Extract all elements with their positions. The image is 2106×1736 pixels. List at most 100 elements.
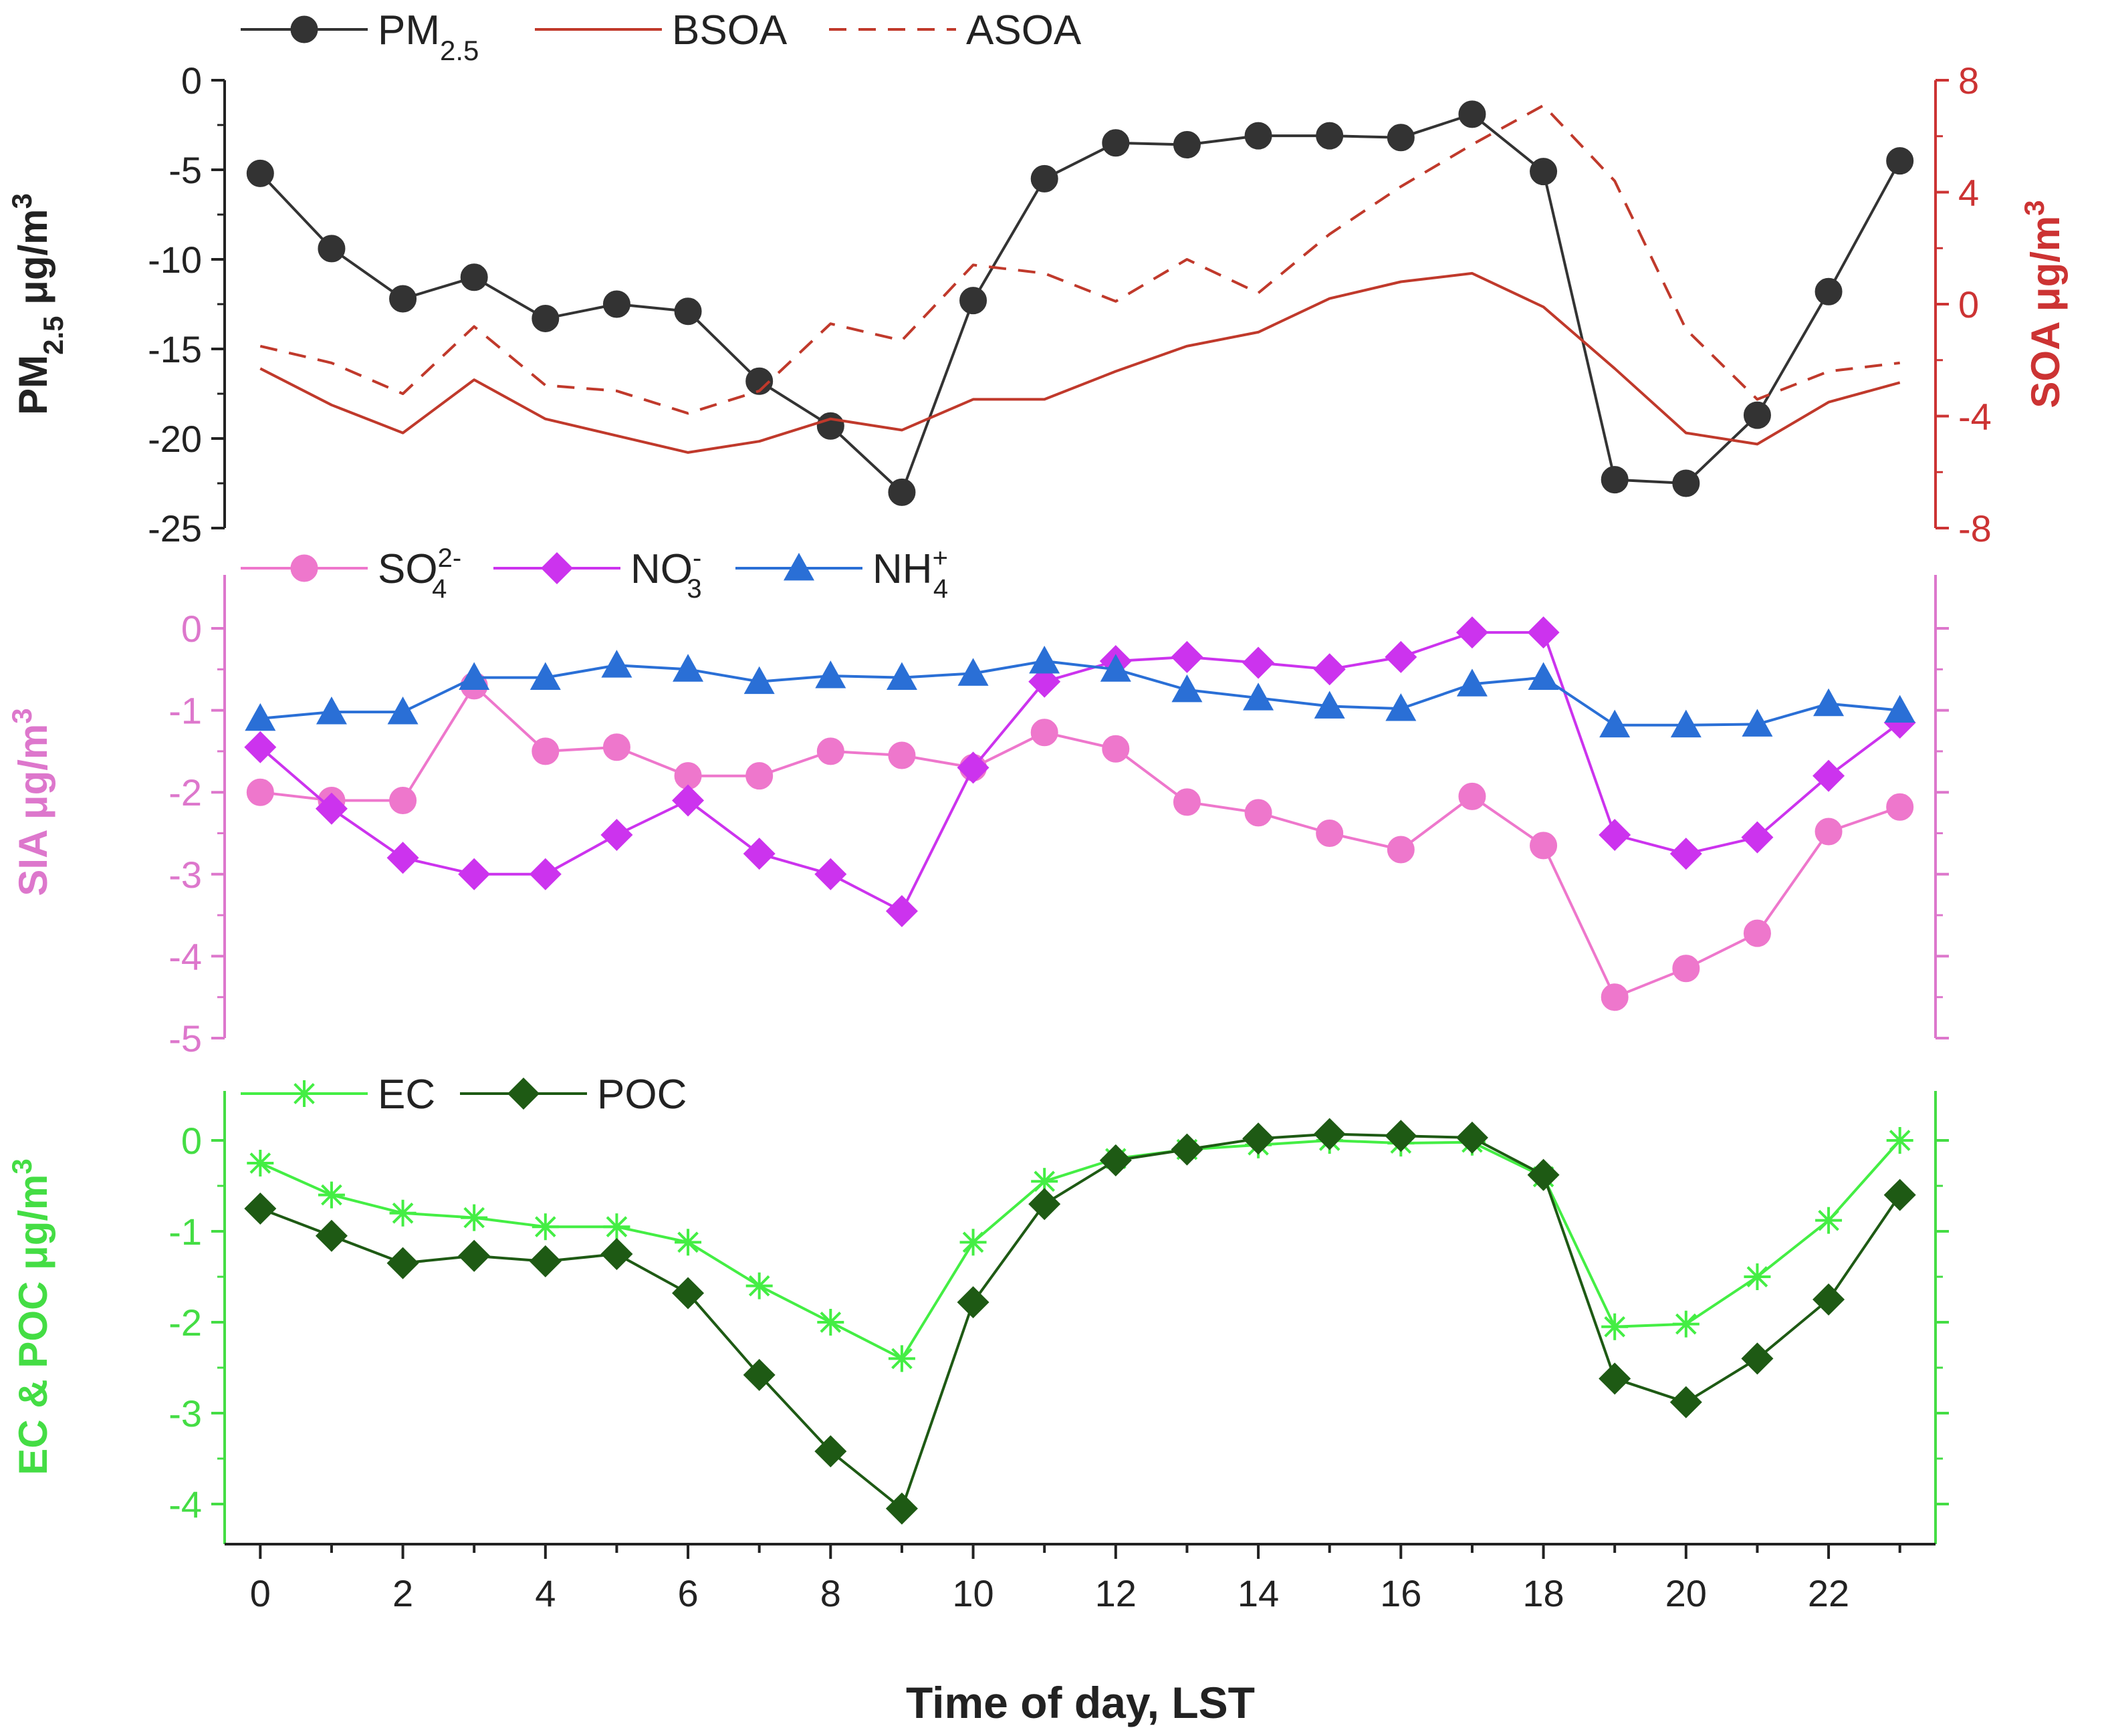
middle-nh4-point — [245, 703, 276, 731]
middle-nh4-point — [957, 658, 989, 686]
x-tick-label: 22 — [1808, 1572, 1849, 1614]
bottom-poc-point — [885, 1492, 918, 1525]
top-pm25-point — [1458, 100, 1486, 128]
middle-no3-point — [1812, 759, 1845, 792]
bottom-poc-point — [1599, 1362, 1631, 1395]
x-tick-label: 18 — [1522, 1572, 1564, 1614]
top-legend-asoa-label: ASOA — [966, 7, 1082, 53]
middle-nh4-point — [1314, 691, 1345, 719]
bottom-ec-point — [603, 1213, 630, 1241]
top-legend-bsoa-label-part: BSOA — [672, 7, 788, 53]
middle-legend-so4-label-sup: 2- — [438, 543, 462, 573]
top-pm25-point — [959, 287, 987, 315]
middle-so4-point — [1672, 955, 1700, 983]
top-pm25-point — [532, 304, 560, 332]
middle-no3-point — [743, 838, 776, 870]
top-right-axis-title: SOA μg/m3 — [2018, 200, 2069, 408]
bottom-left-axis-tick-label: -1 — [168, 1211, 202, 1253]
middle-so4-point — [1886, 793, 1914, 821]
bottom-poc-point — [1883, 1179, 1916, 1211]
bottom-left-axis-tick-label: -3 — [168, 1392, 202, 1435]
middle-no3-point — [458, 858, 491, 890]
middle-so4-point — [1530, 832, 1558, 860]
bottom-left-axis-title: EC & POC μg/m3 — [6, 1158, 56, 1475]
middle-nh4-point — [1670, 709, 1702, 738]
bottom-ec-point-stroke — [606, 1216, 628, 1238]
bottom-ec-point-stroke — [1034, 1170, 1056, 1193]
middle-nh4-point — [886, 662, 917, 690]
top-right-axis-tick-label: -8 — [1958, 507, 1992, 549]
top-bsoa-line — [259, 271, 1901, 454]
middle-left-axis-tick-label: -1 — [168, 690, 202, 732]
bottom-poc-point — [1171, 1133, 1203, 1166]
middle-so4-point — [1387, 836, 1415, 864]
bottom-left-axis-tick-label: -4 — [168, 1483, 202, 1525]
bottom-poc-point — [1028, 1188, 1061, 1221]
bottom-poc-point — [1741, 1342, 1774, 1375]
middle-nh4-point — [1528, 662, 1559, 690]
middle-so4-point — [1030, 719, 1058, 747]
top-pm25-point — [1387, 124, 1415, 152]
top-pm25-point — [1601, 466, 1629, 494]
middle-no3-point — [600, 818, 633, 851]
top-legend-bsoa-label: BSOA — [672, 7, 788, 53]
middle-left-axis-tick-label: -5 — [168, 1017, 202, 1060]
axes-layer — [211, 79, 1949, 1559]
middle-so4-point — [1173, 788, 1201, 816]
middle-nh4-point — [1385, 693, 1417, 721]
top-pm25-point — [1815, 277, 1843, 305]
middle-so4-point — [1743, 919, 1771, 947]
middle-so4-point — [816, 737, 844, 765]
bottom-poc-point — [1313, 1118, 1346, 1150]
bottom-legend-ec-label-part: EC — [378, 1072, 435, 1118]
middle-no3-point — [957, 751, 989, 784]
middle-nh4-point — [1456, 668, 1488, 697]
top-pm25-point — [1173, 130, 1201, 158]
top-left-axis-title: PM2.5 μg/m3 — [6, 193, 69, 415]
bottom-ec-point-stroke — [321, 1184, 342, 1206]
bottom-ec-point-stroke — [820, 1312, 842, 1333]
middle-legend-nh4-label-part: NH — [872, 546, 933, 592]
middle-nh4-point — [530, 662, 561, 690]
middle-no3-point — [1242, 646, 1275, 679]
top-pm25-point — [1886, 147, 1914, 175]
middle-legend-no3-label-sup: - — [693, 543, 701, 573]
bottom-ec-point — [1815, 1207, 1843, 1234]
middle-nh4-point — [1813, 688, 1845, 717]
top-pm25-point — [745, 367, 774, 395]
middle-no3-point — [1527, 616, 1560, 649]
top-right-axis-tick-label: 0 — [1958, 283, 1979, 326]
bottom-ec-point — [1672, 1310, 1700, 1338]
middle-nh4-point — [601, 650, 632, 678]
x-tick-label: 20 — [1665, 1572, 1707, 1614]
bottom-poc-point — [1385, 1120, 1417, 1152]
top-left-axis-tick-label: 0 — [181, 59, 202, 102]
middle-no3-point — [1385, 640, 1417, 673]
x-tick-label: 12 — [1095, 1572, 1137, 1614]
top-left-axis-tick-label: -20 — [148, 418, 202, 460]
x-tick-label: 8 — [820, 1572, 841, 1614]
top-right-axis-tick-label: 8 — [1958, 59, 1979, 102]
top-legend-pm25-label: PM2.5 — [378, 7, 479, 66]
top-legend-pm25-label-part: 2.5 — [440, 35, 479, 66]
bottom-ec-point — [1886, 1127, 1913, 1154]
middle-no3-point — [244, 731, 277, 763]
middle-nh4-point — [815, 660, 846, 689]
bottom-ec-point — [959, 1229, 987, 1256]
middle-so4-point — [1601, 983, 1629, 1011]
middle-left-axis-tick-label: -3 — [168, 854, 202, 896]
middle-no3-point — [1741, 821, 1774, 854]
bottom-ec-point-stroke — [392, 1202, 414, 1224]
bottom-ec-point-stroke — [534, 1216, 556, 1238]
top-left-axis-title-part: PM — [11, 355, 55, 415]
bottom-poc-point — [743, 1358, 776, 1391]
top-pm25-point — [246, 159, 274, 187]
middle-so4-point — [888, 741, 916, 769]
bottom-ec-point — [247, 1150, 274, 1176]
bottom-ec-point-stroke — [1889, 1130, 1911, 1151]
bottom-ec-point-stroke — [249, 1152, 271, 1174]
bottom-legend-poc-label: POC — [597, 1072, 687, 1118]
middle-left-axis-tick-label: -4 — [168, 935, 202, 977]
top-right-axis-title-part: 3 — [2018, 200, 2050, 215]
top-pm25-point — [1316, 122, 1344, 150]
